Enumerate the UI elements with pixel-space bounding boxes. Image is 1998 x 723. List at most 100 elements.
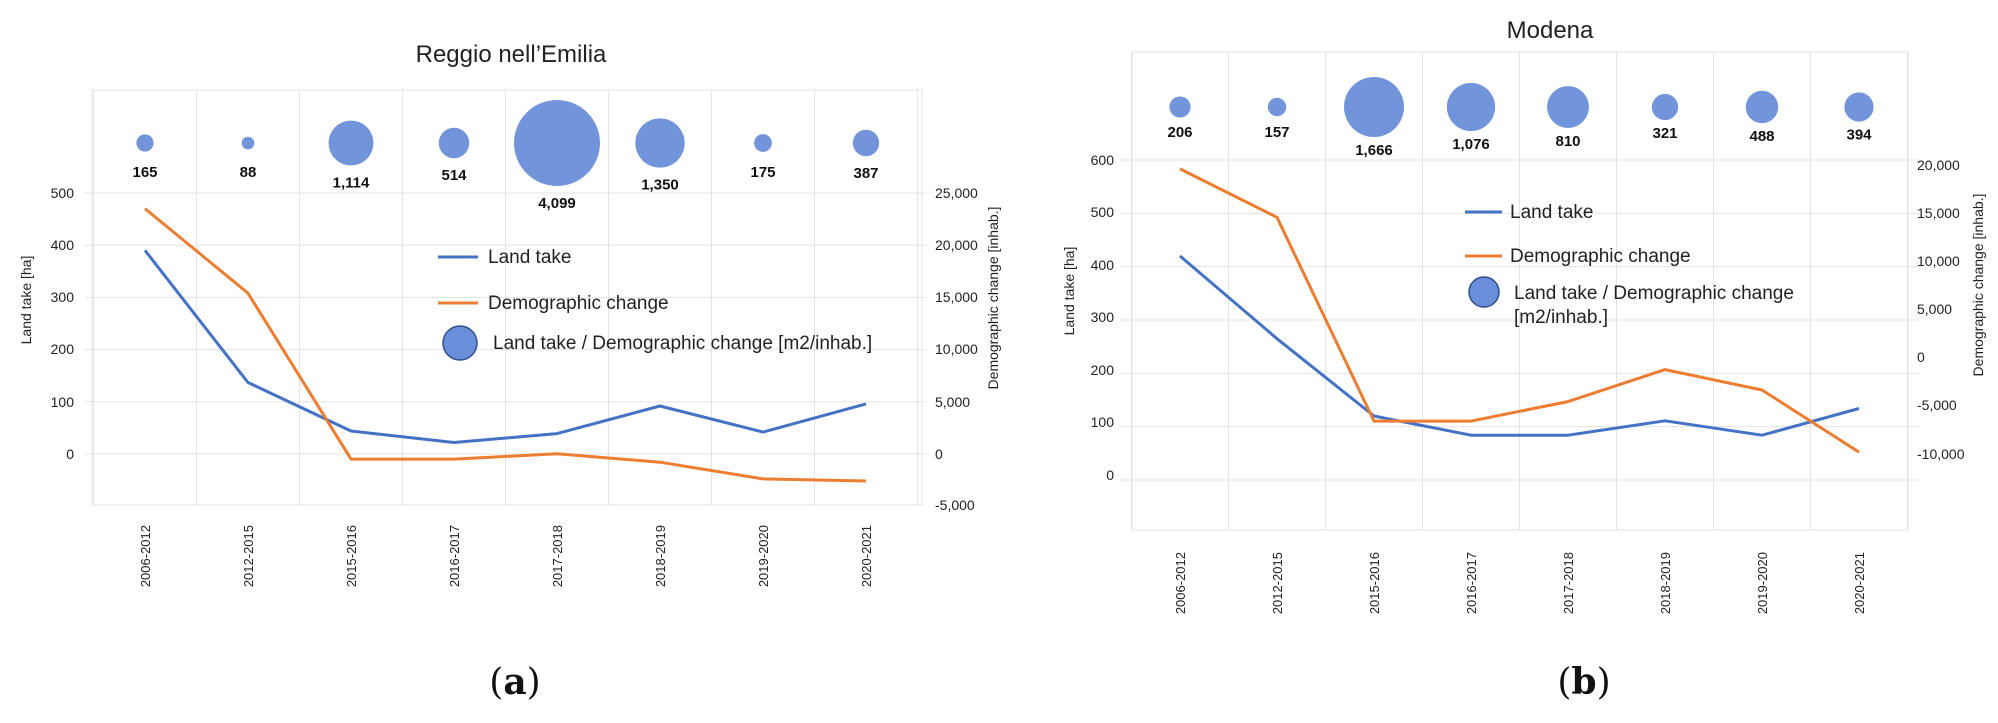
y2-ticks-a: 25,000 20,000 15,000 10,000 5,000 0 -5,0…	[935, 185, 978, 513]
x-tick-labels-a: 2006-2012 2012-2015 2015-2016 2016-2017 2017…	[138, 525, 874, 587]
panel-letter-b: b	[1571, 661, 1596, 703]
panel-letter-a: a	[503, 661, 526, 703]
x-tick-label-b-3: 2016-2017	[1464, 552, 1479, 614]
y2-tick-a-15000: 15,000	[935, 289, 978, 305]
x-tick-label-b-7: 2020-2021	[1852, 552, 1867, 614]
chart-modena: Modena 600 500 400 300 200 100 0 20,000 …	[1061, 17, 1986, 703]
legend-swatch-bubble-a	[442, 325, 478, 361]
y2-tick-b-5000: 5,000	[1917, 301, 1952, 317]
y-tick-b-0: 0	[1106, 467, 1114, 483]
bubble-a-7	[852, 129, 880, 157]
bubble-b-5	[1651, 93, 1679, 121]
x-tick-labels-b: 2006-2012 2012-2015 2015-2016 2016-2017 2017…	[1173, 552, 1867, 614]
x-tick-label-b-4: 2017-2018	[1561, 552, 1576, 614]
x-tick-label-a-6: 2019-2020	[756, 525, 771, 587]
x-tick-label-b-6: 2019-2020	[1755, 552, 1770, 614]
bubble-b-6	[1745, 90, 1779, 124]
bubble-label-b-7: 394	[1846, 127, 1872, 144]
bubble-a-0	[136, 134, 154, 152]
y2-tick-b-10000: 10,000	[1917, 253, 1960, 269]
x-tick-label-a-7: 2020-2021	[859, 525, 874, 587]
x-tick-label-a-0: 2006-2012	[138, 525, 153, 587]
bubble-label-a-1: 88	[240, 164, 257, 181]
y-tick-a-0: 0	[66, 446, 74, 462]
bubble-b-0	[1169, 96, 1191, 118]
bubble-label-b-4: 810	[1555, 133, 1580, 150]
x-tick-label-b-0: 2006-2012	[1173, 552, 1188, 614]
y2-tick-a-20000: 20,000	[935, 237, 978, 253]
y-tick-a-500: 500	[51, 185, 75, 201]
bubble-label-b-1: 157	[1264, 124, 1289, 141]
x-tick-label-a-4: 2017-2018	[550, 525, 565, 587]
bubble-label-a-2: 1,114	[333, 174, 370, 191]
x-tick-label-b-5: 2018-2019	[1658, 552, 1673, 614]
y2-tick-b-neg5000: -5,000	[1917, 397, 1957, 413]
y2-tick-a-neg5000: -5,000	[935, 497, 975, 513]
y-tick-b-500: 500	[1091, 204, 1115, 220]
y-ticks-b: 600 500 400 300 200 100 0	[1091, 152, 1115, 483]
x-tick-label-a-5: 2018-2019	[653, 525, 668, 587]
series-lines-b	[1179, 167, 1860, 454]
bubble-label-a-3: 514	[441, 167, 467, 184]
x-tick-label-a-1: 2012-2015	[241, 525, 256, 587]
y2-tick-b-neg10000: -10,000	[1917, 446, 1965, 462]
bubble-a-2	[328, 120, 374, 166]
y-ticks-a: 500 400 300 200 100 0	[51, 185, 75, 462]
bubble-label-a-7: 387	[853, 165, 878, 182]
legend-label-bubble-b-line2: [m2/inhab.]	[1514, 307, 1608, 328]
series-line-a-demographic-change	[144, 207, 867, 483]
bubble-label-b-2: 1,666	[1355, 142, 1393, 159]
legend-label-bubble-b-line1: Land take / Demographic change	[1514, 283, 1794, 304]
bubble-label-b-6: 488	[1749, 128, 1774, 145]
bubble-b-3	[1446, 82, 1496, 132]
bubble-a-1	[241, 136, 255, 150]
bubble-label-b-5: 321	[1652, 125, 1677, 142]
legend-a: Land take Demographic change Land take /…	[438, 247, 872, 361]
legend-label-bubble-a: Land take / Demographic change [m2/inhab…	[493, 333, 872, 354]
bubble-label-b-3: 1,076	[1452, 136, 1490, 153]
gridlines-a	[85, 90, 926, 505]
y-tick-b-400: 400	[1091, 257, 1115, 273]
y2-tick-b-20000: 20,000	[1917, 157, 1960, 173]
bubble-b-1	[1267, 97, 1287, 117]
y2-ticks-b: 20,000 15,000 10,000 5,000 0 -5,000 -10,…	[1917, 157, 1965, 462]
y2-tick-b-0: 0	[1917, 349, 1925, 365]
bubble-a-6	[754, 134, 772, 152]
bubble-a-5	[635, 118, 685, 168]
bubble-label-a-5: 1,350	[641, 177, 679, 194]
y2-axis-label-b: Demographic change [inhab.]	[1970, 194, 1986, 377]
x-tick-label-a-3: 2016-2017	[447, 525, 462, 587]
y-tick-a-400: 400	[51, 237, 75, 253]
legend-b: Land take Demographic change Land take /…	[1465, 202, 1794, 328]
y2-tick-a-10000: 10,000	[935, 341, 978, 357]
x-tick-label-b-2: 2015-2016	[1367, 552, 1382, 614]
y-tick-a-200: 200	[51, 341, 75, 357]
series-line-b-land-take	[1179, 254, 1860, 437]
y-axis-label-b: Land take [ha]	[1061, 247, 1077, 336]
y2-axis-label-a: Demographic change [inhab.]	[985, 207, 1001, 390]
series-lines-a	[143, 207, 867, 483]
series-line-b-demographic-change	[1179, 167, 1860, 454]
y-tick-b-200: 200	[1091, 362, 1115, 378]
legend-label-land-take-b: Land take	[1510, 202, 1593, 223]
y-tick-a-100: 100	[51, 394, 75, 410]
bubble-label-a-6: 175	[750, 164, 775, 181]
y2-tick-b-15000: 15,000	[1917, 205, 1960, 221]
bubble-label-a-0: 165	[132, 164, 157, 181]
y2-tick-a-25000: 25,000	[935, 185, 978, 201]
chart-title-b: Modena	[1507, 17, 1594, 44]
y2-tick-a-0: 0	[935, 446, 943, 462]
legend-label-demographic-a: Demographic change	[488, 293, 669, 314]
bubble-label-b-0: 206	[1167, 124, 1192, 141]
bubble-b-7	[1844, 92, 1874, 122]
y-tick-b-100: 100	[1091, 414, 1115, 430]
bubbles-b: 206 157 1,666 1,076 810 321 488 394	[1167, 77, 1874, 159]
y-axis-label-a: Land take [ha]	[18, 256, 34, 345]
legend-label-land-take-a: Land take	[488, 247, 571, 268]
x-tick-label-a-2: 2015-2016	[344, 525, 359, 587]
bubble-a-4	[514, 100, 600, 186]
y-tick-b-300: 300	[1091, 309, 1115, 325]
x-tick-label-b-1: 2012-2015	[1270, 552, 1285, 614]
y-tick-b-600: 600	[1091, 152, 1115, 168]
